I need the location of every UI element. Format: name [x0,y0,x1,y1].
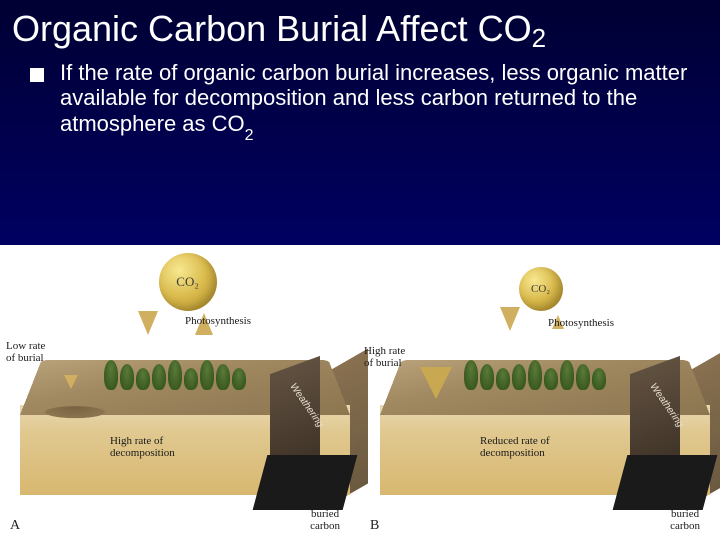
title-subscript: 2 [532,23,546,53]
terrain-block-a: CO₂ Weathering [20,305,350,510]
bullet-item: If the rate of organic carbon burial inc… [0,50,720,149]
tree-icon [560,360,574,390]
co2-sphere-a: CO₂ [159,253,217,311]
photosynthesis-label-b: Photosynthesis [548,317,614,329]
square-bullet-icon [30,68,44,82]
bullet-text: If the rate of organic carbon burial inc… [60,60,690,141]
decomposition-label-a: High rate of decomposition [110,435,175,459]
co2-label-b: CO₂ [531,283,550,295]
co2-sphere-b: CO₂ [519,267,563,311]
burial-label-a: Low rate of burial [6,340,45,364]
tree-icon [136,368,150,390]
tree-icon [104,360,118,390]
tree-icon [464,360,478,390]
panel-a: CO₂ Weathering Low rate of burial Photos… [0,245,360,540]
bullet-subscript: 2 [245,127,254,144]
tree-icon [528,360,542,390]
old-carbon-label-b: Old buried carbon [670,496,700,532]
co2-label-a: CO₂ [176,274,199,290]
tree-icon [120,364,134,390]
terrain-block-b: CO₂ Weathering [380,305,710,510]
tree-icon [184,368,198,390]
slide-title: Organic Carbon Burial Affect CO2 [0,0,720,50]
photosynthesis-label-a: Photosynthesis [185,315,251,327]
decomposition-label-b: Reduced rate of decomposition [480,435,550,459]
tree-icon [216,364,230,390]
vegetation-b [440,340,630,390]
old-carbon-layer-a [253,455,358,510]
burial-label-b: High rate of burial [364,345,405,369]
burial-arrow-b [420,367,452,399]
tree-icon [496,368,510,390]
old-carbon-layer-b [613,455,718,510]
bullet-main-text: If the rate of organic carbon burial inc… [60,60,687,136]
panel-letter-a: A [10,518,20,534]
burial-arrow-a [64,375,78,389]
tree-icon [200,360,214,390]
vegetation-a [80,340,270,390]
tree-icon [592,368,606,390]
panel-letter-b: B [370,518,379,534]
tree-icon [232,368,246,390]
tree-icon [152,364,166,390]
tree-icon [168,360,182,390]
title-text: Organic Carbon Burial Affect CO [12,8,532,49]
old-carbon-label-a: Old buried carbon [310,496,340,532]
figure-container: CO₂ Weathering Low rate of burial Photos… [0,245,720,540]
tree-icon [512,364,526,390]
panel-b: CO₂ Weathering High rate of burial Photo… [360,245,720,540]
tree-icon [576,364,590,390]
burial-depression-a [44,406,106,418]
photosynthesis-arrow-b [500,307,520,331]
photosynthesis-arrow-a [138,311,158,335]
tree-icon [544,368,558,390]
tree-icon [480,364,494,390]
